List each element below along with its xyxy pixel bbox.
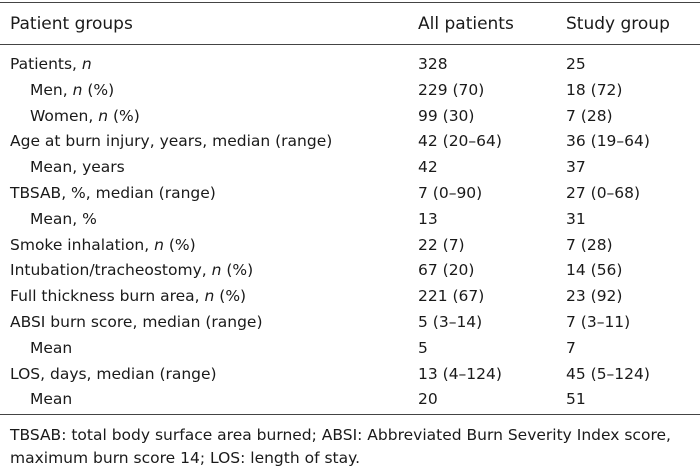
all-patients-value: 42 (20–64) [418, 132, 502, 151]
all-patients-value: 229 (70) [418, 80, 485, 99]
all-patients-value: 5 [418, 338, 428, 357]
study-group-value: 7 (28) [566, 106, 613, 125]
table-row: Mean, years 42 37 [0, 155, 700, 181]
row-label: Mean [30, 338, 73, 357]
study-group-value: 25 [566, 55, 586, 73]
header-patient-groups: Patient groups [10, 14, 133, 34]
table-row: ABSI burn score, median (range) 5 (3–14) 7… [0, 310, 700, 336]
row-label: Full thickness burn area, n (%) [10, 287, 247, 306]
table-row: LOS, days, median (range) 13 (4–124) 45 (5… [0, 362, 700, 388]
table-row: Smoke inhalation, n (%) 22 (7) 7 (28) [0, 233, 700, 259]
row-label: Mean, years [30, 158, 125, 177]
study-group-value: 27 (0–68) [566, 183, 641, 202]
table-header-rule [0, 44, 700, 45]
study-group-value: 51 [566, 390, 586, 409]
row-label: Women, n (%) [30, 106, 140, 125]
row-label: Patients, n [10, 55, 92, 73]
table-top-rule [0, 2, 700, 3]
all-patients-value: 42 [418, 158, 438, 177]
table-body: Patients, n 328 25 Men, n (%) 229 (70) 18 (72… [0, 52, 700, 413]
all-patients-value: 5 (3–14) [418, 312, 483, 331]
all-patients-value: 99 (30) [418, 106, 475, 125]
table-row: Mean 20 51 [0, 387, 700, 413]
study-group-value: 7 (28) [566, 235, 613, 254]
row-label: Age at burn injury, years, median (range… [10, 132, 333, 151]
table-row: Mean, % 13 31 [0, 207, 700, 233]
study-group-value: 36 (19–64) [566, 132, 650, 151]
all-patients-value: 67 (20) [418, 261, 475, 280]
all-patients-value: 13 (4–124) [418, 364, 502, 383]
row-label: Intubation/tracheostomy, n (%) [10, 261, 254, 280]
study-group-value: 23 (92) [566, 287, 623, 306]
study-group-value: 37 [566, 158, 586, 177]
table-bottom-rule [0, 414, 700, 415]
all-patients-value: 20 [418, 390, 438, 409]
header-study-group: Study group [566, 14, 670, 34]
table-row: Mean 5 7 [0, 336, 700, 362]
row-label: LOS, days, median (range) [10, 364, 217, 383]
table-row: Men, n (%) 229 (70) 18 (72) [0, 78, 700, 104]
row-label: TBSAB, %, median (range) [10, 183, 216, 202]
table-row: TBSAB, %, median (range) 7 (0–90) 27 (0–68… [0, 181, 700, 207]
row-label: Men, n (%) [30, 80, 115, 99]
table-row: Patients, n 328 25 [0, 52, 700, 78]
row-label: ABSI burn score, median (range) [10, 312, 263, 331]
study-group-value: 31 [566, 209, 586, 228]
row-label: Mean, % [30, 209, 97, 228]
table-row: Women, n (%) 99 (30) 7 (28) [0, 104, 700, 130]
table-row: Intubation/tracheostomy, n (%) 67 (20) 14 … [0, 258, 700, 284]
study-group-value: 7 (3–11) [566, 312, 631, 331]
table-row: Age at burn injury, years, median (range… [0, 129, 700, 155]
study-group-value: 45 (5–124) [566, 364, 650, 383]
row-label: Smoke inhalation, n (%) [10, 235, 196, 254]
row-label: Mean [30, 390, 73, 409]
study-group-value: 7 [566, 338, 576, 357]
all-patients-value: 13 [418, 209, 438, 228]
table-row: Full thickness burn area, n (%) 221 (67) 2… [0, 284, 700, 310]
all-patients-value: 328 [418, 55, 448, 73]
all-patients-value: 22 (7) [418, 235, 465, 254]
all-patients-value: 7 (0–90) [418, 183, 483, 202]
study-group-value: 14 (56) [566, 261, 623, 280]
table-footnote: TBSAB: total body surface area burned; A… [10, 426, 671, 467]
study-group-value: 18 (72) [566, 80, 623, 99]
header-all-patients: All patients [418, 14, 514, 34]
all-patients-value: 221 (67) [418, 287, 485, 306]
